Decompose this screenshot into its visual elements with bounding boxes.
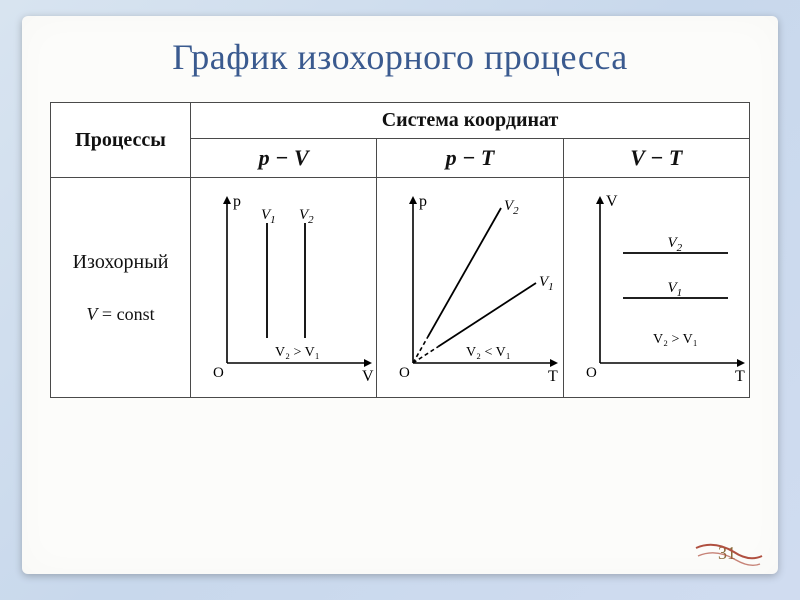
- chart-pT: Op T V1 V2 V₂ < V₁: [381, 188, 566, 388]
- header-process: Процессы: [51, 103, 191, 178]
- chart-pV: Op V V1 V2 V₂ > V₁: [195, 188, 380, 388]
- condition-var: V: [86, 304, 97, 324]
- svg-text:V: V: [362, 368, 374, 385]
- svg-text:V₂ < V₁: V₂ < V₁: [466, 345, 511, 360]
- header-system: Система координат: [191, 103, 750, 139]
- process-table: Процессы Система координат p − V p − T V…: [50, 102, 750, 398]
- chart-VT-cell: O V T V2 V1 V₂ > V₁: [563, 178, 749, 398]
- page-number: 31: [718, 543, 736, 564]
- svg-text:V2: V2: [504, 198, 519, 217]
- svg-text:V1: V1: [261, 207, 276, 226]
- slide-card: График изохорного процесса Процессы Сист…: [22, 16, 778, 574]
- col-VT: V − T: [563, 139, 749, 178]
- condition-text: = const: [102, 304, 155, 324]
- svg-text:O: O: [399, 365, 410, 381]
- chart-pV-cell: Op V V1 V2 V₂ > V₁: [191, 178, 377, 398]
- svg-text:T: T: [735, 368, 745, 385]
- svg-text:T: T: [548, 368, 558, 385]
- svg-text:V1: V1: [539, 274, 554, 293]
- chart-VT: O V T V2 V1 V₂ > V₁: [568, 188, 753, 388]
- svg-text:V2: V2: [299, 207, 314, 226]
- svg-text:V: V: [606, 193, 618, 210]
- process-name: Изохорный: [73, 251, 169, 273]
- col-pV: p − V: [191, 139, 377, 178]
- table-row: Изохорный V = const Op V V1 V2 V₂ > V₁ Op T V1…: [51, 178, 750, 398]
- svg-text:p: p: [419, 193, 427, 210]
- svg-text:p: p: [233, 193, 241, 210]
- process-condition: V = const: [55, 304, 186, 325]
- row-label-cell: Изохорный V = const: [51, 178, 191, 398]
- svg-text:O: O: [586, 365, 597, 381]
- table-header-row-1: Процессы Система координат: [51, 103, 750, 139]
- svg-text:O: O: [213, 365, 224, 381]
- svg-text:V2: V2: [667, 235, 682, 254]
- svg-text:V₂ > V₁: V₂ > V₁: [653, 332, 698, 347]
- slide-title: График изохорного процесса: [50, 36, 750, 78]
- col-pT: p − T: [377, 139, 563, 178]
- chart-pT-cell: Op T V1 V2 V₂ < V₁: [377, 178, 563, 398]
- svg-text:V1: V1: [667, 280, 682, 299]
- svg-text:V₂ > V₁: V₂ > V₁: [275, 345, 320, 360]
